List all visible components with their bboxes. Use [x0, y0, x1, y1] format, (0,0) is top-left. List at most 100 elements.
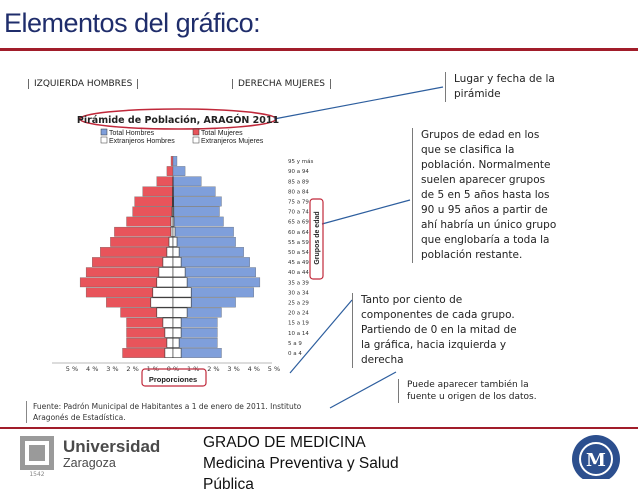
bar-extranjeros-hombres-11 — [169, 237, 173, 246]
age-label-11: 55 a 59 — [288, 240, 309, 246]
bar-extranjeros-mujeres-12 — [173, 227, 175, 236]
bar-extranjeros-hombres-3 — [163, 318, 173, 327]
legend-swatch-extranjeros-hombres — [101, 137, 107, 143]
bar-extranjeros-mujeres-1 — [173, 338, 179, 347]
bar-extranjeros-hombres-8 — [159, 268, 173, 277]
x-tick-3: 2 % — [126, 365, 138, 373]
bar-extranjeros-mujeres-0 — [173, 348, 181, 357]
age-label-5: 25 a 29 — [288, 301, 309, 307]
bar-extranjeros-hombres-10 — [167, 247, 173, 256]
age-label-7: 35 a 39 — [288, 280, 309, 286]
x-tick-0: 5 % — [66, 365, 78, 373]
age-label-6: 30 a 34 — [288, 290, 309, 296]
bar-extranjeros-mujeres-14 — [173, 207, 174, 216]
bar-extranjeros-hombres-12 — [171, 227, 173, 236]
x-tick-8: 3 % — [227, 365, 239, 373]
y-axis-title: Grupos de edad — [314, 211, 321, 264]
bar-total-mujeres-16 — [173, 187, 215, 196]
bar-extranjeros-hombres-13 — [171, 217, 173, 226]
bar-extranjeros-mujeres-9 — [173, 257, 181, 266]
seal-core — [29, 445, 45, 461]
bar-total-hombres-15 — [135, 197, 173, 206]
bar-extranjeros-hombres-1 — [167, 338, 173, 347]
university-seal-icon: 1542 — [14, 432, 60, 478]
pyramid-bars — [80, 156, 260, 357]
footer-degree: GRADO DE MEDICINA — [203, 434, 366, 452]
bar-extranjeros-mujeres-10 — [173, 247, 179, 256]
bar-total-mujeres-19 — [173, 156, 177, 165]
bar-extranjeros-hombres-0 — [165, 348, 173, 357]
bar-total-hombres-1 — [127, 338, 174, 347]
bar-total-hombres-16 — [143, 187, 173, 196]
bar-extranjeros-mujeres-3 — [173, 318, 181, 327]
connector-lines — [274, 87, 443, 408]
x-tick-2: 3 % — [106, 365, 118, 373]
legend-label-total-hombres: Total Hombres — [109, 130, 155, 137]
bar-total-mujeres-13 — [173, 217, 224, 226]
bar-extranjeros-mujeres-6 — [173, 288, 191, 297]
emblem-letter: M — [586, 450, 606, 471]
bar-total-mujeres-17 — [173, 177, 201, 186]
university-name: Universidad — [63, 437, 160, 457]
x-tick-9: 4 % — [248, 365, 260, 373]
bar-extranjeros-hombres-4 — [157, 308, 173, 317]
bar-extranjeros-hombres-9 — [163, 257, 173, 266]
seal-year: 1542 — [29, 471, 44, 478]
footer-subject: Medicina Preventiva y Salud — [203, 455, 399, 473]
source-note: Fuente: Padrón Municipal de Habitantes a… — [26, 401, 333, 423]
bar-extranjeros-mujeres-4 — [173, 308, 187, 317]
bar-total-hombres-9 — [92, 257, 173, 266]
age-label-12: 60 a 64 — [288, 230, 309, 236]
x-tick-7: 2 % — [207, 365, 219, 373]
bar-total-mujeres-8 — [173, 268, 256, 277]
bar-total-hombres-19 — [171, 156, 173, 165]
age-label-17: 85 a 89 — [288, 179, 309, 185]
legend-swatch-total-hombres — [101, 129, 107, 135]
bar-total-mujeres-10 — [173, 247, 244, 256]
bar-total-mujeres-9 — [173, 257, 250, 266]
bar-extranjeros-hombres-7 — [157, 278, 173, 287]
age-label-0: 0 a 4 — [288, 351, 302, 357]
x-tick-1: 4 % — [86, 365, 98, 373]
bar-total-hombres-17 — [157, 177, 173, 186]
legend-label-total-mujeres: Total Mujeres — [201, 130, 243, 137]
university-city: Zaragoza — [63, 456, 116, 470]
x-tick-10: 5 % — [268, 365, 280, 373]
age-label-4: 20 a 24 — [288, 311, 309, 317]
age-label-2: 10 a 14 — [288, 331, 309, 337]
chart-legend: Total Hombres Total Mujeres Extranjeros … — [101, 129, 264, 145]
chart-title: Pirámide de Población, ARAGÓN 2011 — [77, 114, 279, 126]
age-label-1: 5 a 9 — [288, 341, 302, 347]
age-label-10: 50 a 54 — [288, 250, 309, 256]
bar-total-hombres-12 — [114, 227, 173, 236]
bar-total-mujeres-14 — [173, 207, 220, 216]
x-axis-title: Proporciones — [149, 375, 197, 384]
bar-total-mujeres-15 — [173, 197, 222, 206]
bar-total-mujeres-1 — [173, 338, 217, 347]
medicine-emblem-icon: M — [566, 429, 626, 479]
legend-label-extranjeros-mujeres: Extranjeros Mujeres — [201, 138, 264, 145]
age-label-19: 95 y más — [288, 158, 313, 165]
bar-extranjeros-mujeres-7 — [173, 278, 187, 287]
bar-total-mujeres-18 — [173, 166, 185, 175]
age-label-16: 80 a 84 — [288, 189, 309, 195]
bottom-divider — [0, 427, 638, 429]
bar-total-hombres-18 — [167, 166, 173, 175]
bar-extranjeros-mujeres-2 — [173, 328, 181, 337]
bar-extranjeros-mujeres-5 — [173, 298, 191, 307]
arrow-to-title — [274, 87, 443, 119]
bar-extranjeros-hombres-5 — [151, 298, 173, 307]
bar-extranjeros-mujeres-15 — [173, 197, 174, 206]
arrow-to-source — [330, 372, 396, 408]
arrow-to-axis-label — [322, 200, 410, 224]
bar-total-mujeres-12 — [173, 227, 234, 236]
age-label-3: 15 a 19 — [288, 321, 309, 327]
age-label-18: 90 a 94 — [288, 169, 309, 175]
legend-swatch-total-mujeres — [193, 129, 199, 135]
bar-extranjeros-hombres-2 — [165, 328, 173, 337]
bar-total-hombres-11 — [110, 237, 173, 246]
bar-extranjeros-mujeres-13 — [173, 217, 174, 226]
age-label-15: 75 a 79 — [288, 200, 309, 206]
bar-extranjeros-mujeres-8 — [173, 268, 185, 277]
bar-total-hombres-13 — [127, 217, 174, 226]
